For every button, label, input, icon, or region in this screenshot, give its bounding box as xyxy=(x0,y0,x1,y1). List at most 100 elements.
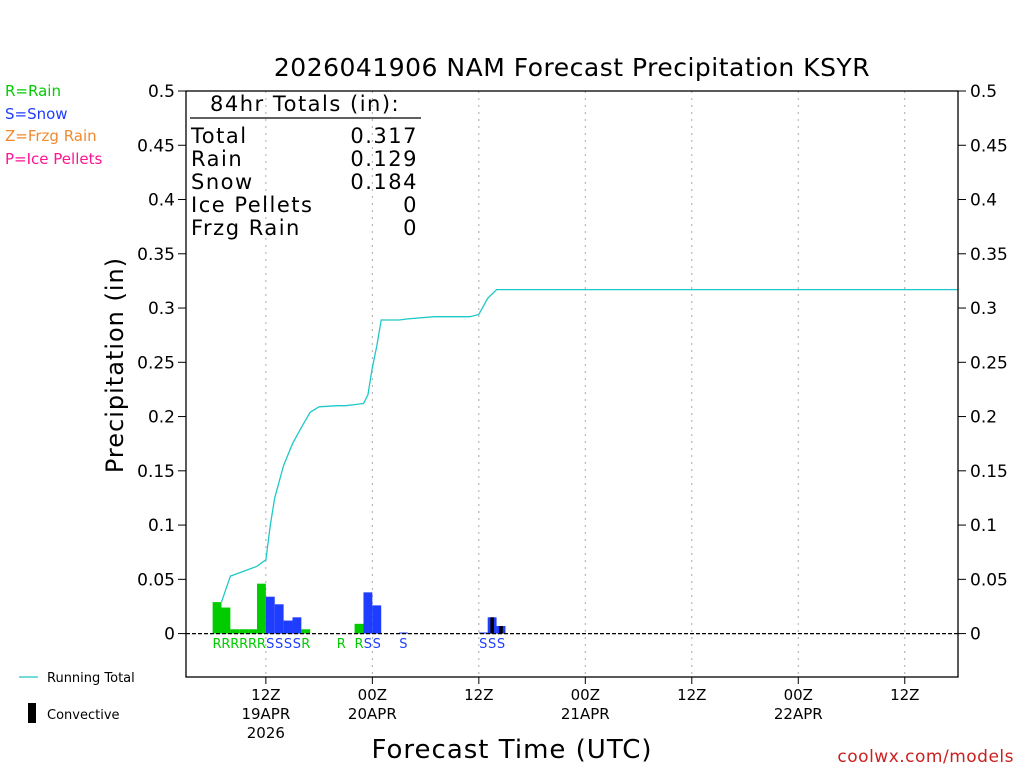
y-tick-label-right: 0.35 xyxy=(970,245,1008,265)
precip-letter-snow: S xyxy=(399,637,407,652)
totals-total-label: Total xyxy=(190,124,248,148)
convective-legend-label: Convective xyxy=(47,708,120,723)
precip-bar-rain xyxy=(301,629,311,634)
y-tick-label-right: 0.2 xyxy=(970,408,997,428)
precip-letter-rain: R xyxy=(221,637,230,652)
precip-type-legend: R=Rain S=Snow Z=Frzg Rain P=Ice Pellets xyxy=(5,82,102,168)
precip-letter-rain: R xyxy=(239,637,248,652)
y-axis-left: 0 0.05 0.1 0.15 0.2 0.25 0.3 0.35 0.4 0.45 0.5 xyxy=(137,82,186,645)
y-axis-label: Precipitation (in) xyxy=(101,257,129,473)
totals-box: 84hr Totals (in): Total 0.317 Rain 0.129… xyxy=(190,92,421,240)
totals-frzg-label: Frzg Rain xyxy=(191,216,301,240)
bottom-legend: Running Total Convective xyxy=(19,671,135,723)
y-tick-label-left: 0.4 xyxy=(148,191,175,211)
y-tick-label-right: 0.1 xyxy=(970,516,997,536)
x-tick-date: 22APR xyxy=(774,705,823,723)
y-tick-label-right: 0.4 xyxy=(970,191,997,211)
running-total-line xyxy=(220,288,958,603)
precip-letter-snow: S xyxy=(275,637,283,652)
precip-letter-rain: R xyxy=(337,637,346,652)
plot-frame xyxy=(185,90,959,678)
x-tick-label: 12Z xyxy=(251,686,280,704)
x-tick-label: 00Z xyxy=(571,686,600,704)
totals-snow-label: Snow xyxy=(191,170,254,194)
x-tick-label: 12Z xyxy=(677,686,706,704)
precip-bar-rain xyxy=(221,607,231,634)
precip-bar-rain xyxy=(354,623,364,634)
precip-bar-snow xyxy=(292,617,302,634)
x-tick-date: 21APR xyxy=(561,705,610,723)
precip-bar-rain xyxy=(230,629,240,634)
legend-rain: R=Rain xyxy=(5,82,61,100)
precip-letter-rain: R xyxy=(248,637,257,652)
x-tick-label: 00Z xyxy=(784,686,813,704)
precip-letter-snow: S xyxy=(488,637,496,652)
chart-title: 2026041906 NAM Forecast Precipitation KS… xyxy=(274,53,870,82)
y-tick-label-left: 0.1 xyxy=(148,516,175,536)
precip-bar-rain xyxy=(239,629,249,634)
precip-letter-rain: R xyxy=(355,637,364,652)
y-tick-label-left: 0.25 xyxy=(137,353,175,373)
legend-ice-pellets: P=Ice Pellets xyxy=(5,150,102,168)
precip-bar-snow xyxy=(283,620,293,634)
precip-letter-rain: R xyxy=(213,637,222,652)
y-tick-label-left: 0.15 xyxy=(137,462,175,482)
x-tick-date: 19APR xyxy=(241,705,290,723)
running-total-legend-label: Running Total xyxy=(47,671,135,686)
x-axis-label: Forecast Time (UTC) xyxy=(371,735,652,765)
totals-rain-value: 0.129 xyxy=(350,147,418,171)
y-tick-label-left: 0 xyxy=(164,625,175,645)
y-tick-label-right: 0.15 xyxy=(970,462,1008,482)
y-tick-label-right: 0.5 xyxy=(970,82,997,102)
y-tick-label-right: 0.25 xyxy=(970,353,1008,373)
precip-bar-snow xyxy=(274,604,284,634)
y-tick-label-left: 0.35 xyxy=(137,245,175,265)
precip-letter-snow: S xyxy=(373,637,381,652)
y-tick-label-left: 0.05 xyxy=(137,570,175,590)
totals-ice-label: Ice Pellets xyxy=(191,193,313,217)
totals-header: 84hr Totals (in): xyxy=(210,92,400,116)
y-tick-label-right: 0.05 xyxy=(970,570,1008,590)
precip-bar-rain xyxy=(212,602,222,634)
y-tick-label-left: 0.45 xyxy=(137,136,175,156)
precip-letter-snow: S xyxy=(364,637,372,652)
precip-letter-rain: R xyxy=(301,637,310,652)
precip-letter-rain: R xyxy=(230,637,239,652)
legend-frzg-rain: Z=Frzg Rain xyxy=(5,127,97,145)
precip-letter-snow: S xyxy=(293,637,301,652)
precip-bar-snow xyxy=(265,596,275,634)
totals-rain-label: Rain xyxy=(191,147,243,171)
totals-total-value: 0.317 xyxy=(350,124,418,148)
x-tick-year: 2026 xyxy=(247,724,285,742)
precip-bar-rain xyxy=(248,629,257,634)
precip-bar-snow xyxy=(363,592,373,634)
y-axis-right: 0 0.05 0.1 0.15 0.2 0.25 0.3 0.35 0.4 0.45 0.5 xyxy=(958,82,1008,645)
watermark: coolwx.com/models xyxy=(837,747,1014,767)
precip-letter-snow: S xyxy=(266,637,274,652)
totals-frzg-value: 0 xyxy=(403,216,418,240)
precip-letter-snow: S xyxy=(497,637,505,652)
precip-bars xyxy=(212,583,506,634)
precip-letter-rain: R xyxy=(257,637,266,652)
y-tick-label-right: 0.45 xyxy=(970,136,1008,156)
convective-bar xyxy=(499,625,503,634)
x-tick-label: 12Z xyxy=(464,686,493,704)
precip-bar-rain xyxy=(256,583,266,634)
precip-bar-snow xyxy=(372,605,382,634)
convective-bar xyxy=(490,617,494,634)
precip-letter-snow: S xyxy=(479,637,487,652)
legend-snow: S=Snow xyxy=(5,105,68,123)
x-tick-label: 00Z xyxy=(358,686,387,704)
x-tick-date: 20APR xyxy=(348,705,397,723)
y-tick-label-left: 0.3 xyxy=(148,299,175,319)
y-tick-label-left: 0.5 xyxy=(148,82,175,102)
y-tick-label-left: 0.2 xyxy=(148,408,175,428)
y-tick-label-right: 0 xyxy=(970,625,981,645)
x-tick-label: 12Z xyxy=(890,686,919,704)
precip-letter-snow: S xyxy=(284,637,292,652)
y-tick-label-right: 0.3 xyxy=(970,299,997,319)
totals-ice-value: 0 xyxy=(403,193,418,217)
